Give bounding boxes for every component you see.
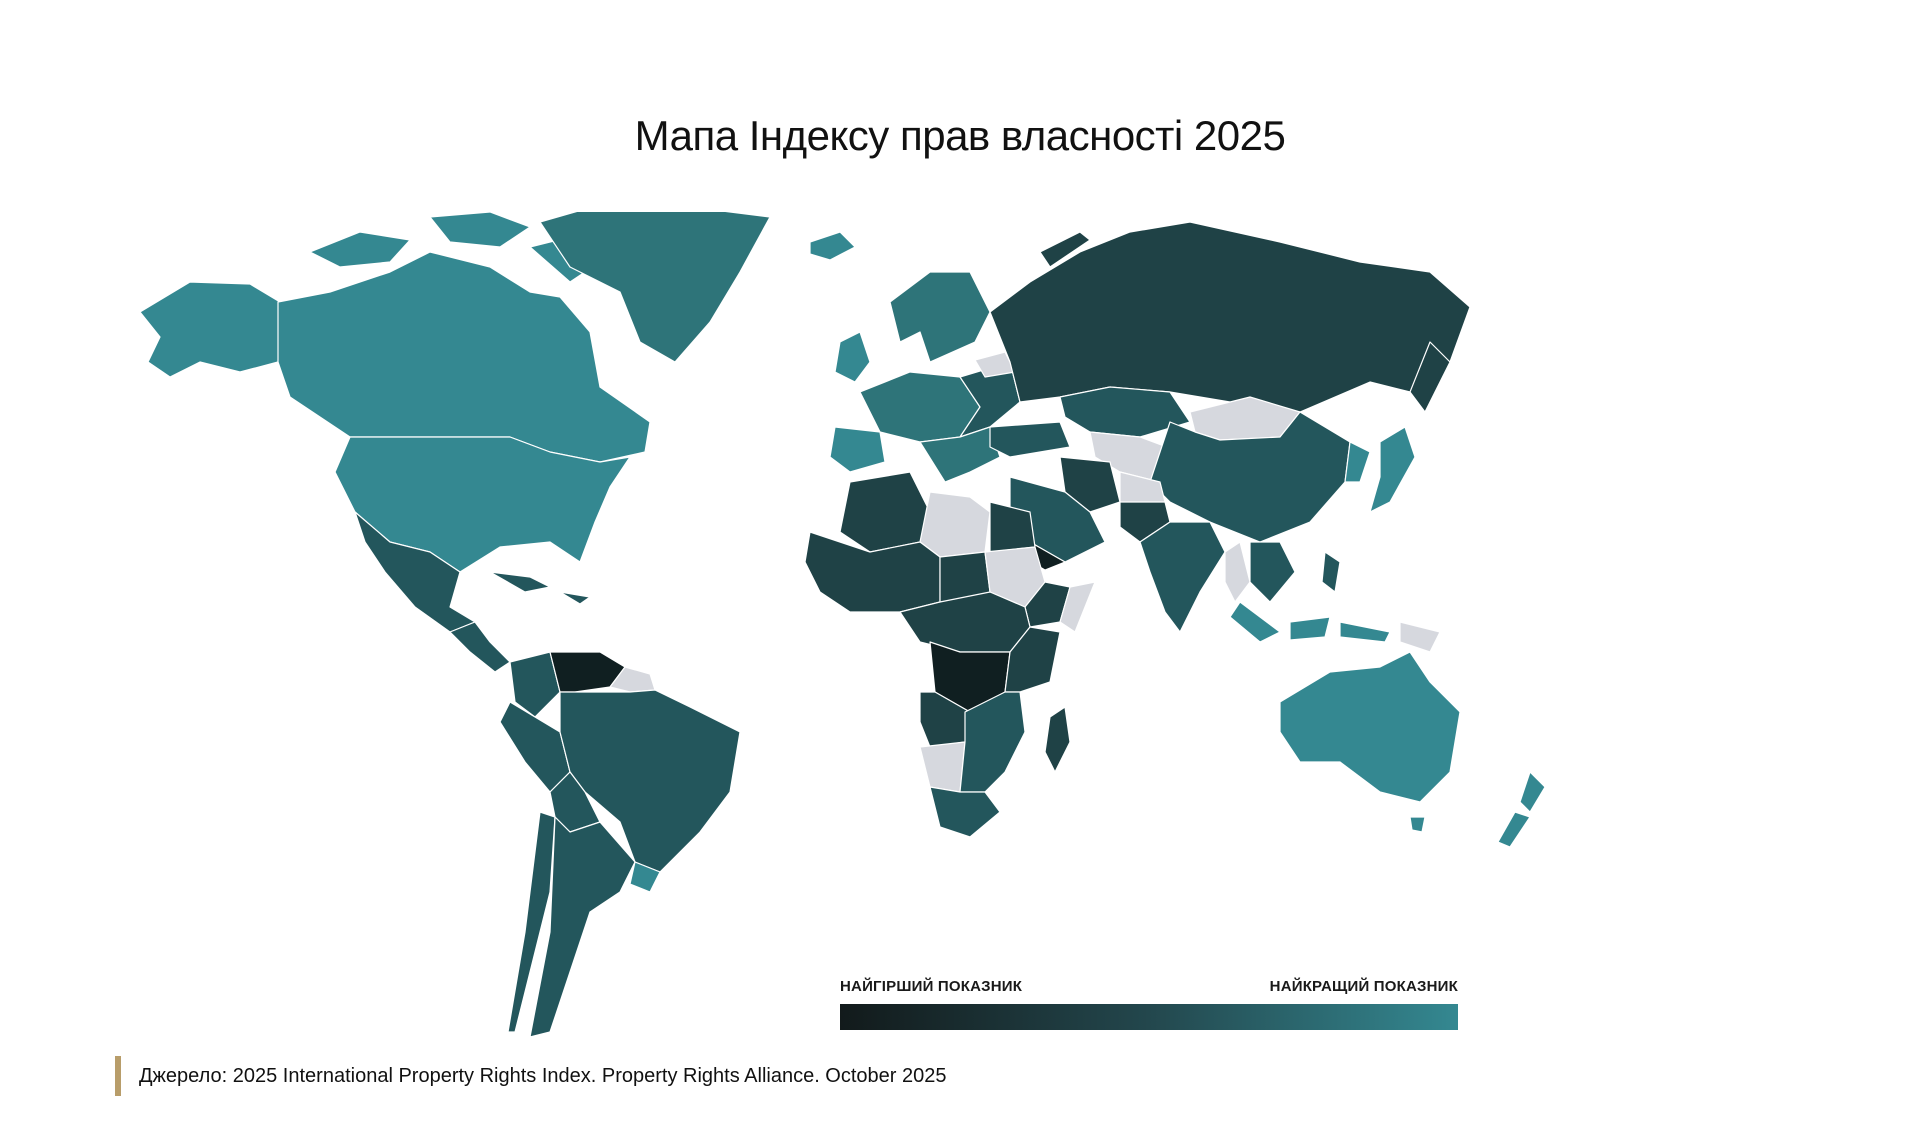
region-kamchatka — [1409, 341, 1451, 413]
legend-gradient-bar — [840, 1004, 1458, 1030]
region-libya — [919, 491, 991, 558]
legend-min-label: НАЙГІРШИЙ ПОКАЗНИК — [840, 978, 1023, 995]
region-uk-ireland — [834, 331, 871, 383]
region-madagascar — [1044, 706, 1071, 773]
world-map — [139, 212, 1546, 1038]
region-myanmar — [1224, 541, 1251, 603]
region-indonesia — [1229, 601, 1391, 643]
region-turkey — [989, 421, 1071, 458]
region-korea-japan — [1344, 426, 1416, 513]
region-tasmania — [1409, 816, 1426, 833]
region-central-america — [449, 621, 511, 673]
region-south-africa — [929, 786, 1001, 838]
region-australia — [1279, 651, 1461, 803]
region-new-zealand — [1497, 771, 1546, 848]
region-india — [1139, 521, 1226, 633]
region-canada — [277, 251, 651, 463]
region-papua — [1399, 621, 1441, 653]
region-argentina — [529, 816, 636, 1038]
source-accent-bar — [115, 1056, 121, 1096]
source-text: Джерело: 2025 International Property Rig… — [139, 1065, 947, 1087]
region-southern-africa — [959, 691, 1026, 793]
region-greenland — [539, 212, 771, 363]
region-colombia — [509, 651, 561, 718]
region-namibia — [919, 741, 966, 793]
region-morocco-algeria — [839, 471, 931, 553]
region-alaska — [139, 281, 281, 378]
region-caribbean — [489, 571, 591, 605]
page-title: Мапа Індексу прав власності 2025 — [634, 112, 1286, 159]
region-southeast-asia — [1249, 541, 1296, 603]
region-iberia — [829, 426, 886, 473]
region-scandinavia — [889, 271, 991, 363]
region-philippines — [1321, 551, 1341, 593]
region-novaya-zemlya — [1039, 231, 1091, 268]
region-somalia — [1059, 581, 1096, 633]
region-italy-balkans — [919, 426, 1001, 483]
region-iceland — [809, 231, 856, 261]
legend-max-label: НАЙКРАЩИЙ ПОКАЗНИК — [1269, 978, 1458, 995]
region-iran — [1059, 456, 1121, 513]
region-uruguay — [629, 861, 661, 893]
region-kazakhstan — [1059, 386, 1191, 438]
